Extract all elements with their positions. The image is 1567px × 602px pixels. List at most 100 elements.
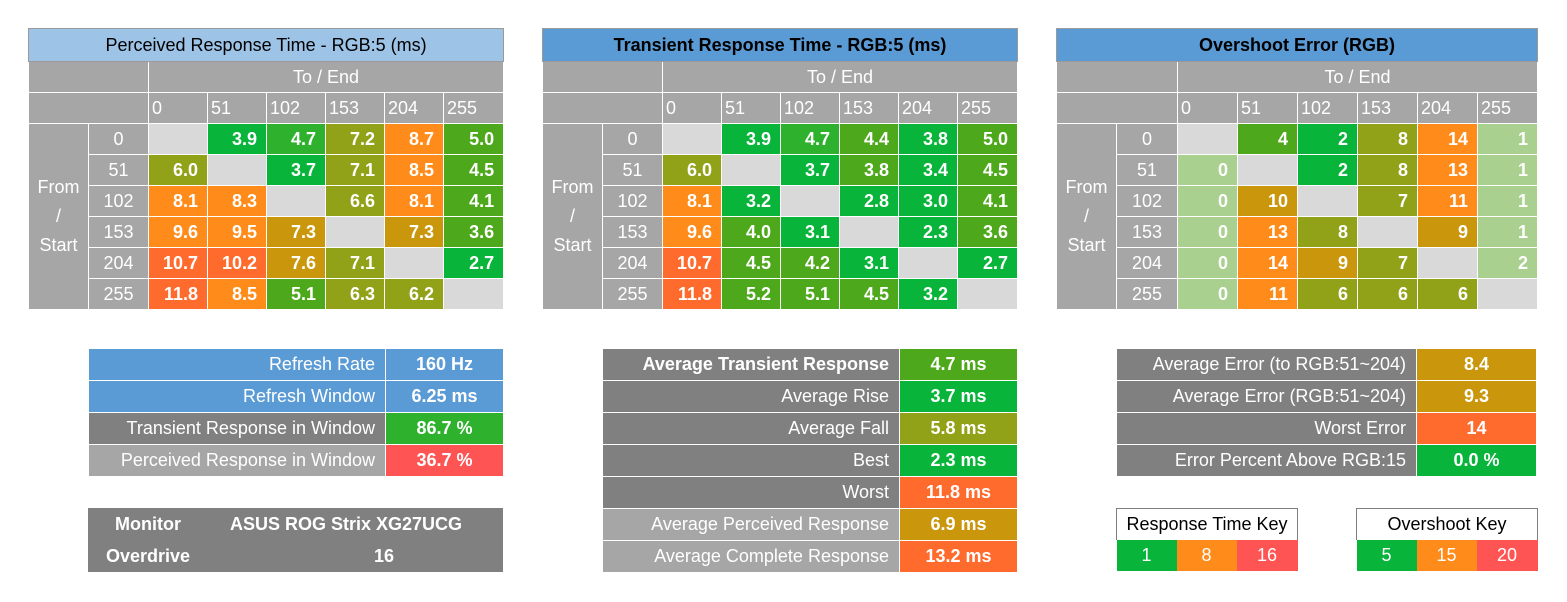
- row-axis-label-line: From: [1065, 177, 1108, 197]
- heatmap-cell: 9.6: [148, 216, 208, 248]
- row-axis-label: From / Start: [28, 123, 89, 310]
- heatmap-cell: 7.1: [325, 247, 385, 279]
- column-tick-label: 51: [207, 92, 267, 124]
- heatmap-cell: 9: [1417, 216, 1478, 248]
- row-axis-label-line: Start: [1067, 235, 1106, 255]
- row-tick-label: 255: [1116, 278, 1178, 310]
- heatmap-cell: 5.1: [266, 278, 326, 310]
- heatmap-cell: 8.3: [207, 185, 267, 217]
- row-tick-label: 204: [88, 247, 149, 279]
- heatmap-cell: 1: [1476, 123, 1539, 155]
- heatmap-cell: 4.5: [721, 247, 781, 279]
- heatmap-cell: 8.1: [662, 185, 722, 217]
- heatmap-cell: 7: [1357, 247, 1418, 279]
- heatmap-cell: 3.1: [839, 247, 899, 279]
- heatmap-cell: 1: [1476, 216, 1539, 248]
- row-tick-label: 51: [88, 154, 149, 186]
- stat-row: Refresh Rate 160 Hz: [88, 348, 504, 381]
- heatmap-cell: 4.4: [839, 123, 899, 155]
- heatmap-cell: 4: [1237, 123, 1298, 155]
- stat-row: Average Error (RGB:51~204) 9.3: [1116, 380, 1537, 413]
- column-tick-label: 0: [662, 92, 722, 124]
- heatmap-cell: 6: [1357, 278, 1418, 310]
- row-tick-label: 0: [88, 123, 149, 155]
- heatmap-cell: 1: [1476, 185, 1539, 217]
- heatmap-cell: 4.5: [442, 154, 505, 186]
- corner-cell: [28, 92, 149, 124]
- diagonal-cell: [1297, 185, 1358, 217]
- column-tick-label: 51: [1237, 92, 1298, 124]
- column-tick-label: 0: [148, 92, 208, 124]
- diagonal-cell: [839, 216, 899, 248]
- table-row: 102 8.1 8.3 6.6 8.1 4.1: [29, 185, 505, 217]
- corner-cell: [1056, 92, 1178, 124]
- stat-row: Average Error (to RGB:51~204) 8.4: [1116, 348, 1537, 381]
- stat-value: 6.25 ms: [385, 380, 504, 413]
- heatmap-cell: 8: [1357, 123, 1418, 155]
- heatmap-cell: 6.0: [148, 154, 208, 186]
- overdrive-row: Overdrive 16: [88, 540, 503, 572]
- table-row: 204 10.7 4.5 4.2 3.1 2.7: [543, 247, 1018, 279]
- heatmap-cell: 3.0: [898, 185, 958, 217]
- heatmap-cell: 4.1: [442, 185, 505, 217]
- heatmap-cell: 6: [1297, 278, 1358, 310]
- heatmap-cell: 8.1: [148, 185, 208, 217]
- row-tick-label: 204: [602, 247, 663, 279]
- heatmap-cell: 4.1: [957, 185, 1018, 217]
- heatmap-cell: 11: [1237, 278, 1298, 310]
- heatmap-cell: 0: [1177, 185, 1238, 217]
- stat-row: Average Transient Response 4.7 ms: [602, 348, 1018, 381]
- stat-label: Transient Response in Window: [88, 412, 386, 445]
- monitor-label: Monitor: [115, 513, 181, 534]
- stat-row: Best 2.3 ms: [602, 444, 1018, 477]
- heatmap-cell: 9.5: [207, 216, 267, 248]
- stat-row: Worst 11.8 ms: [602, 476, 1018, 509]
- heatmap-cell: 3.9: [721, 123, 781, 155]
- diagonal-cell: [898, 247, 958, 279]
- heatmap-cell: 6.3: [325, 278, 385, 310]
- transient-summary-panel: Average Transient Response 4.7 ms Average …: [602, 348, 1018, 573]
- column-tick-label: 255: [957, 92, 1018, 124]
- overshoot-key-title: Overshoot Key: [1355, 508, 1539, 540]
- heatmap-cell: 4.5: [957, 154, 1018, 186]
- column-header-row: 0 51 102 153 204 255: [28, 92, 505, 124]
- stat-value: 11.8 ms: [899, 476, 1018, 509]
- heatmap-cell: 7: [1357, 185, 1418, 217]
- table-row: 255 0 11 6 6 6: [1057, 278, 1539, 310]
- heatmap-cell: 3.4: [898, 154, 958, 186]
- column-tick-label: 0: [1177, 92, 1238, 124]
- key-swatch: 15: [1416, 539, 1477, 571]
- column-axis-label: To / End: [147, 61, 505, 93]
- stat-row: Transient Response in Window 86.7 %: [88, 412, 504, 445]
- row-tick-label: 153: [88, 216, 149, 248]
- stat-value: 36.7 %: [385, 444, 504, 477]
- heatmap-cell: 6.0: [662, 154, 722, 186]
- row-axis-label: From / Start: [1056, 123, 1117, 310]
- column-tick-label: 102: [780, 92, 840, 124]
- heatmap-cell: 6.6: [325, 185, 385, 217]
- row-tick-label: 102: [602, 185, 663, 217]
- diagonal-cell: [721, 154, 781, 186]
- heatmap-cell: 7.3: [384, 216, 444, 248]
- corner-cell: [28, 61, 149, 93]
- diagonal-cell: [1417, 247, 1478, 279]
- heatmap-cell: 8.1: [384, 185, 444, 217]
- table-row: 102 8.1 3.2 2.8 3.0 4.1: [543, 185, 1018, 217]
- heatmap-cell: 3.8: [839, 154, 899, 186]
- row-axis-label-line: From: [551, 177, 594, 197]
- stat-label: Refresh Window: [88, 380, 386, 413]
- heatmap-cell: 3.6: [957, 216, 1018, 248]
- key-swatch: 8: [1176, 539, 1237, 571]
- heatmap-cell: 3.6: [442, 216, 505, 248]
- stat-value: 8.4: [1416, 348, 1537, 381]
- heatmap-cell: 10.2: [207, 247, 267, 279]
- heatmap-cell: 8: [1297, 216, 1358, 248]
- column-tick-label: 102: [1297, 92, 1358, 124]
- column-tick-label: 153: [325, 92, 385, 124]
- table-row: 204 0 14 9 7 2: [1057, 247, 1539, 279]
- stat-value: 5.8 ms: [899, 412, 1018, 445]
- corner-cell: [1056, 61, 1178, 93]
- stat-row: Worst Error 14: [1116, 412, 1537, 445]
- stat-value: 9.3: [1416, 380, 1537, 413]
- heatmap-cell: 6.2: [384, 278, 444, 310]
